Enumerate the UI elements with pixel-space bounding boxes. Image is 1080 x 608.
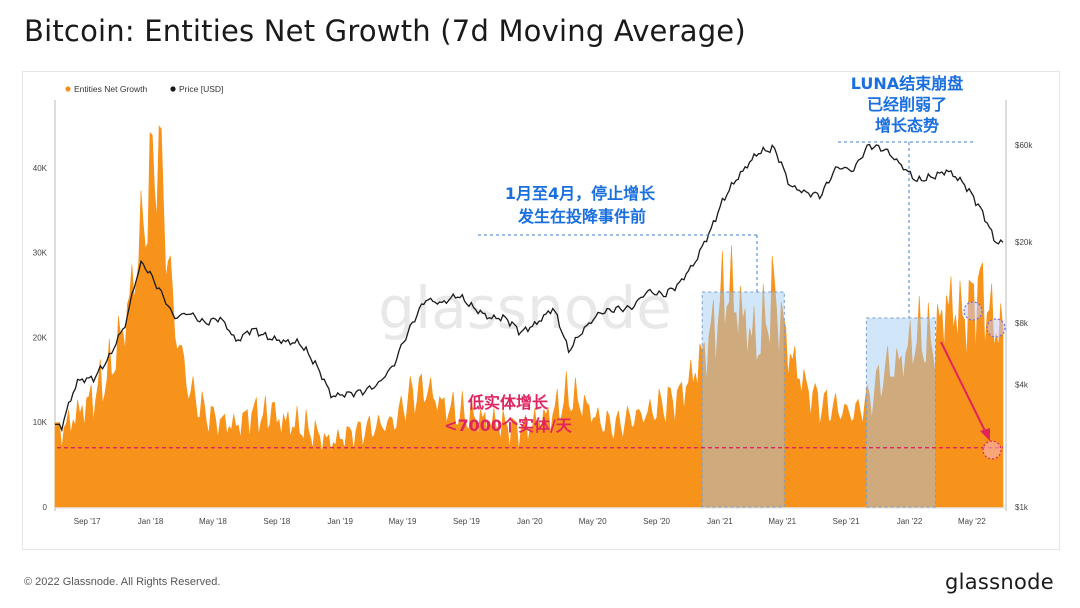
x-tick-label: May '19: [389, 517, 417, 526]
x-tick-label: Sep '17: [74, 517, 101, 526]
legend-label-growth: Entities Net Growth: [74, 84, 147, 94]
y-left-tick-label: 10K: [33, 418, 48, 427]
x-tick-label: May '18: [199, 517, 227, 526]
y-left-tick-label: 0: [43, 503, 48, 512]
price-line-series: [55, 143, 1004, 433]
decline-arrow-head: [980, 428, 990, 441]
annotation-low-growth-line2: <7000个实体/天: [444, 416, 573, 435]
x-tick-label: May '21: [768, 517, 796, 526]
legend-marker-price: [170, 86, 176, 92]
growth-area-series: [54, 125, 1004, 508]
legend-label-price: Price [USD]: [179, 84, 223, 94]
x-tick-label: Sep '19: [453, 517, 480, 526]
annotation-luna-line1: LUNA结束崩盘: [851, 74, 963, 93]
y-left-tick-label: 40K: [33, 164, 48, 173]
y-right-tick-label: $4k: [1015, 380, 1029, 389]
x-tick-label: Sep '18: [263, 517, 290, 526]
watermark: glassnode: [378, 274, 672, 342]
annotation-jan-apr-line2: 发生在投降事件前: [517, 207, 646, 226]
x-tick-label: May '22: [958, 517, 986, 526]
y-left-tick-label: 30K: [33, 249, 48, 258]
x-tick-label: Sep '21: [833, 517, 860, 526]
x-tick-label: Jan '20: [517, 517, 543, 526]
x-tick-label: Jan '22: [897, 517, 923, 526]
x-tick-label: May '20: [579, 517, 607, 526]
y-right-tick-label: $1k: [1015, 503, 1029, 512]
y-left-tick-label: 20K: [33, 333, 48, 342]
decline-arrow-line: [940, 341, 987, 434]
annotation-luna-line2: 已经削弱了: [867, 95, 947, 114]
x-tick-label: Sep '20: [643, 517, 670, 526]
copyright-text: © 2022 Glassnode. All Rights Reserved.: [24, 576, 221, 588]
peak-circle-1: [963, 301, 983, 321]
annotation-luna-line3: 增长态势: [875, 116, 939, 135]
y-right-tick-label: $8k: [1015, 319, 1029, 328]
glassnode-logo: glassnode: [944, 570, 1054, 594]
y-right-tick-label: $20k: [1015, 238, 1033, 247]
annotation-low-growth-line1: 低实体增长: [467, 393, 549, 412]
x-tick-label: Jan '18: [138, 517, 164, 526]
highlight-box-1: [701, 291, 785, 508]
chart-title: Bitcoin: Entities Net Growth (7d Moving …: [24, 14, 746, 48]
peak-circle-2: [986, 318, 1006, 338]
x-tick-label: Jan '19: [327, 517, 353, 526]
low-circle: [982, 440, 1002, 460]
x-tick-label: Jan '21: [707, 517, 733, 526]
y-right-tick-label: $60k: [1015, 141, 1033, 150]
annotation-jan-apr-line1: 1月至4月，停止增长: [505, 184, 656, 203]
legend-marker-growth: [65, 86, 71, 92]
highlight-box-2: [865, 317, 936, 508]
